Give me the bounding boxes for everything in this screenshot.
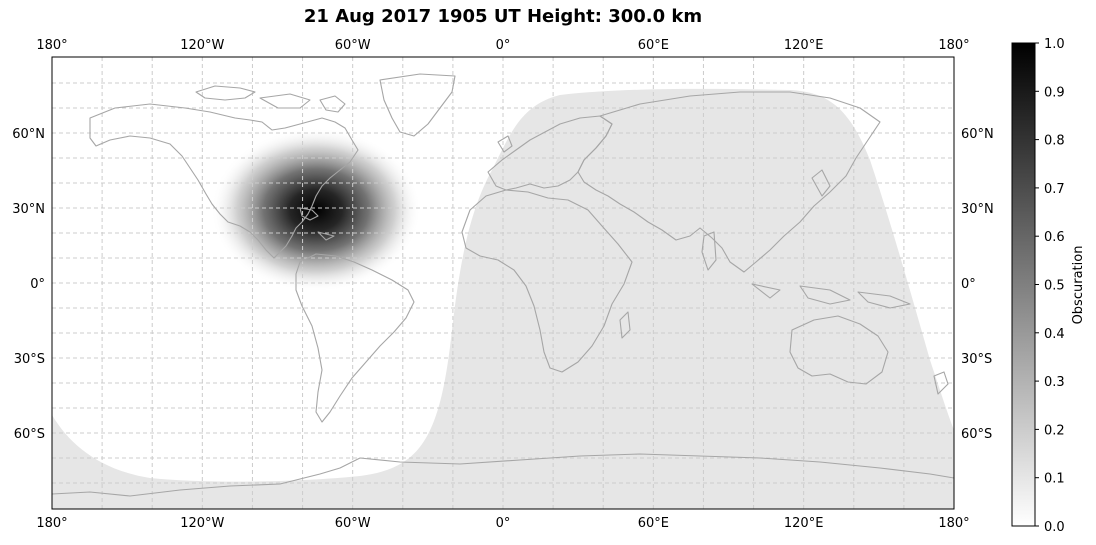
longitude-label: 180° (36, 38, 67, 53)
colorbar-tick-label: 0.1 (1044, 472, 1065, 487)
longitude-label: 0° (496, 516, 511, 531)
colorbar-label: Obscuration (1071, 246, 1086, 325)
longitude-label: 120°W (180, 516, 224, 531)
north-america-coast (89, 103, 359, 259)
latitude-label: 30°S (14, 352, 45, 367)
colorbar-tick-label: 0.5 (1044, 279, 1065, 294)
longitude-label: 60°W (335, 38, 371, 53)
longitude-label: 120°E (784, 38, 824, 53)
longitude-label: 180° (938, 516, 969, 531)
latitude-label: 30°S (961, 352, 992, 367)
latitude-label: 0° (961, 277, 976, 292)
colorbar-tick-label: 0.8 (1044, 134, 1065, 149)
longitude-label: 180° (36, 516, 67, 531)
latitude-label: 30°N (961, 202, 994, 217)
longitude-labels-bottom: 180° 120°W 60°W 0° 60°E 120°E 180° (36, 516, 969, 531)
latitude-label: 0° (30, 277, 45, 292)
colorbar-tick-label: 0.4 (1044, 327, 1065, 342)
greenland-coast (379, 73, 456, 137)
latitude-labels-left: 60°N 30°N 0° 30°S 60°S (12, 127, 45, 442)
colorbar-tick-label: 0.0 (1044, 520, 1065, 535)
australia-coast (789, 315, 889, 385)
asia-coast (577, 91, 881, 273)
longitude-labels-top: 180° 120°W 60°W 0° 60°E 120°E 180° (36, 38, 969, 53)
latitude-label: 30°N (12, 202, 45, 217)
graticule (52, 57, 954, 509)
south-america-coast (295, 253, 415, 423)
longitude-label: 120°W (180, 38, 224, 53)
antarctica-coast (52, 453, 954, 497)
eclipse-obscuration (211, 128, 421, 290)
longitude-label: 180° (938, 38, 969, 53)
latitude-label: 60°N (12, 127, 45, 142)
longitude-label: 0° (496, 38, 511, 53)
longitude-label: 60°E (638, 516, 669, 531)
colorbar-ticks: 0.0 0.1 0.2 0.3 0.4 0.5 0.6 0.7 0.8 0.9 1.0 (1035, 37, 1065, 535)
colorbar-tick-label: 0.9 (1044, 85, 1065, 100)
colorbar-tick-label: 0.3 (1044, 375, 1065, 390)
colorbar-tick-label: 0.7 (1044, 182, 1065, 197)
colorbar (1011, 42, 1036, 527)
latitude-label: 60°S (961, 427, 992, 442)
africa-coast (461, 189, 633, 373)
latitude-label: 60°S (14, 427, 45, 442)
colorbar-tick-label: 0.6 (1044, 230, 1065, 245)
map-title: 21 Aug 2017 1905 UT Height: 300.0 km (303, 6, 703, 27)
longitude-label: 60°W (335, 516, 371, 531)
coastlines (52, 73, 954, 497)
latitude-labels-right: 60°N 30°N 0° 30°S 60°S (961, 127, 994, 442)
longitude-label: 120°E (784, 516, 824, 531)
latitude-label: 60°N (961, 127, 994, 142)
colorbar-tick-label: 0.2 (1044, 423, 1065, 438)
colorbar-tick-label: 1.0 (1044, 37, 1065, 52)
longitude-label: 60°E (638, 38, 669, 53)
